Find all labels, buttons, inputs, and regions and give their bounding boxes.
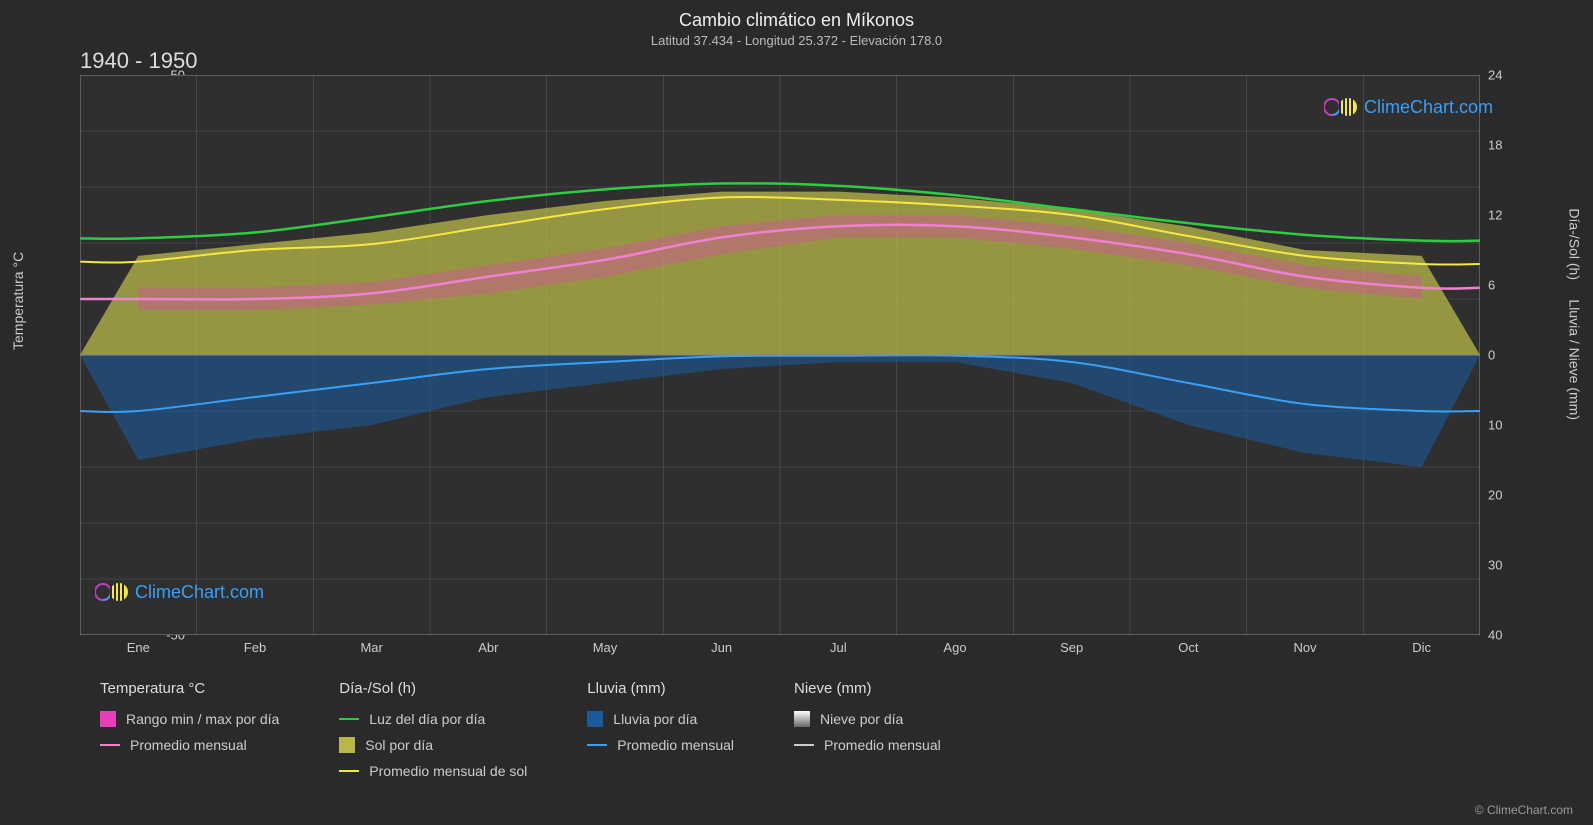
swatch-snow: [794, 711, 810, 727]
legend-label: Rango min / max por día: [126, 711, 279, 727]
legend-label: Luz del día por día: [369, 711, 485, 727]
chart-subtitle: Latitud 37.434 - Longitud 25.372 - Eleva…: [0, 31, 1593, 48]
legend-item: Lluvia por día: [587, 711, 734, 727]
swatch-rain: [587, 711, 603, 727]
y-tick-right: 24: [1488, 68, 1528, 83]
swatch-rain-avg: [587, 744, 607, 746]
legend-item: Luz del día por día: [339, 711, 527, 727]
climechart-logo-icon: [95, 580, 129, 604]
legend-header-rain: Lluvia (mm): [587, 680, 734, 697]
swatch-sun-avg: [339, 770, 359, 772]
legend-label: Promedio mensual: [130, 737, 247, 753]
y-tick-right: 10: [1488, 418, 1528, 433]
legend-label: Promedio mensual de sol: [369, 763, 527, 779]
swatch-sun: [339, 737, 355, 753]
x-tick-month: Feb: [244, 640, 266, 655]
legend-label: Lluvia por día: [613, 711, 697, 727]
legend: Temperatura °C Rango min / max por día P…: [100, 680, 1533, 779]
legend-col-daysun: Día-/Sol (h) Luz del día por día Sol por…: [339, 680, 527, 779]
y-tick-right: 30: [1488, 558, 1528, 573]
swatch-daylight: [339, 718, 359, 720]
x-tick-month: May: [593, 640, 618, 655]
x-tick-month: Jun: [711, 640, 732, 655]
x-tick-month: Nov: [1293, 640, 1316, 655]
chart-container: Cambio climático en Míkonos Latitud 37.4…: [0, 0, 1593, 825]
copyright-text: © ClimeChart.com: [1475, 803, 1573, 817]
y-axis-left-label: Temperatura °C: [10, 252, 26, 350]
legend-item: Promedio mensual: [587, 737, 734, 753]
y-tick-right: 20: [1488, 488, 1528, 503]
x-tick-month: Ene: [127, 640, 150, 655]
legend-col-temp: Temperatura °C Rango min / max por día P…: [100, 680, 279, 779]
watermark-text: ClimeChart.com: [135, 582, 264, 603]
x-tick-month: Jul: [830, 640, 847, 655]
legend-item: Rango min / max por día: [100, 711, 279, 727]
y-tick-right: 0: [1488, 348, 1528, 363]
plot-area: [80, 75, 1480, 635]
y-tick-right: 40: [1488, 628, 1528, 643]
y-axis-right-top-label: Día-/Sol (h): [1567, 208, 1583, 280]
legend-label: Promedio mensual: [824, 737, 941, 753]
watermark-text: ClimeChart.com: [1364, 97, 1493, 118]
legend-item: Nieve por día: [794, 711, 941, 727]
x-tick-month: Oct: [1178, 640, 1198, 655]
watermark-bottom-left: ClimeChart.com: [95, 580, 264, 604]
x-tick-month: Mar: [360, 640, 382, 655]
legend-item: Sol por día: [339, 737, 527, 753]
y-tick-right: 12: [1488, 208, 1528, 223]
climechart-logo-icon: [1324, 95, 1358, 119]
legend-item: Promedio mensual: [100, 737, 279, 753]
x-tick-month: Dic: [1412, 640, 1431, 655]
x-tick-month: Abr: [478, 640, 498, 655]
x-tick-month: Sep: [1060, 640, 1083, 655]
swatch-temp-avg: [100, 744, 120, 746]
legend-col-snow: Nieve (mm) Nieve por día Promedio mensua…: [794, 680, 941, 779]
legend-header-daysun: Día-/Sol (h): [339, 680, 527, 697]
legend-label: Sol por día: [365, 737, 433, 753]
legend-item: Promedio mensual: [794, 737, 941, 753]
swatch-snow-avg: [794, 744, 814, 746]
legend-label: Promedio mensual: [617, 737, 734, 753]
swatch-temp-range: [100, 711, 116, 727]
legend-header-temp: Temperatura °C: [100, 680, 279, 697]
legend-label: Nieve por día: [820, 711, 903, 727]
chart-title: Cambio climático en Míkonos: [0, 0, 1593, 31]
y-axis-right-bottom-label: Lluvia / Nieve (mm): [1567, 299, 1583, 420]
y-tick-right: 18: [1488, 138, 1528, 153]
legend-header-snow: Nieve (mm): [794, 680, 941, 697]
legend-item: Promedio mensual de sol: [339, 763, 527, 779]
x-tick-month: Ago: [943, 640, 966, 655]
watermark-top-right: ClimeChart.com: [1324, 95, 1493, 119]
y-tick-right: 6: [1488, 278, 1528, 293]
legend-col-rain: Lluvia (mm) Lluvia por día Promedio mens…: [587, 680, 734, 779]
plot-svg: [80, 75, 1480, 635]
